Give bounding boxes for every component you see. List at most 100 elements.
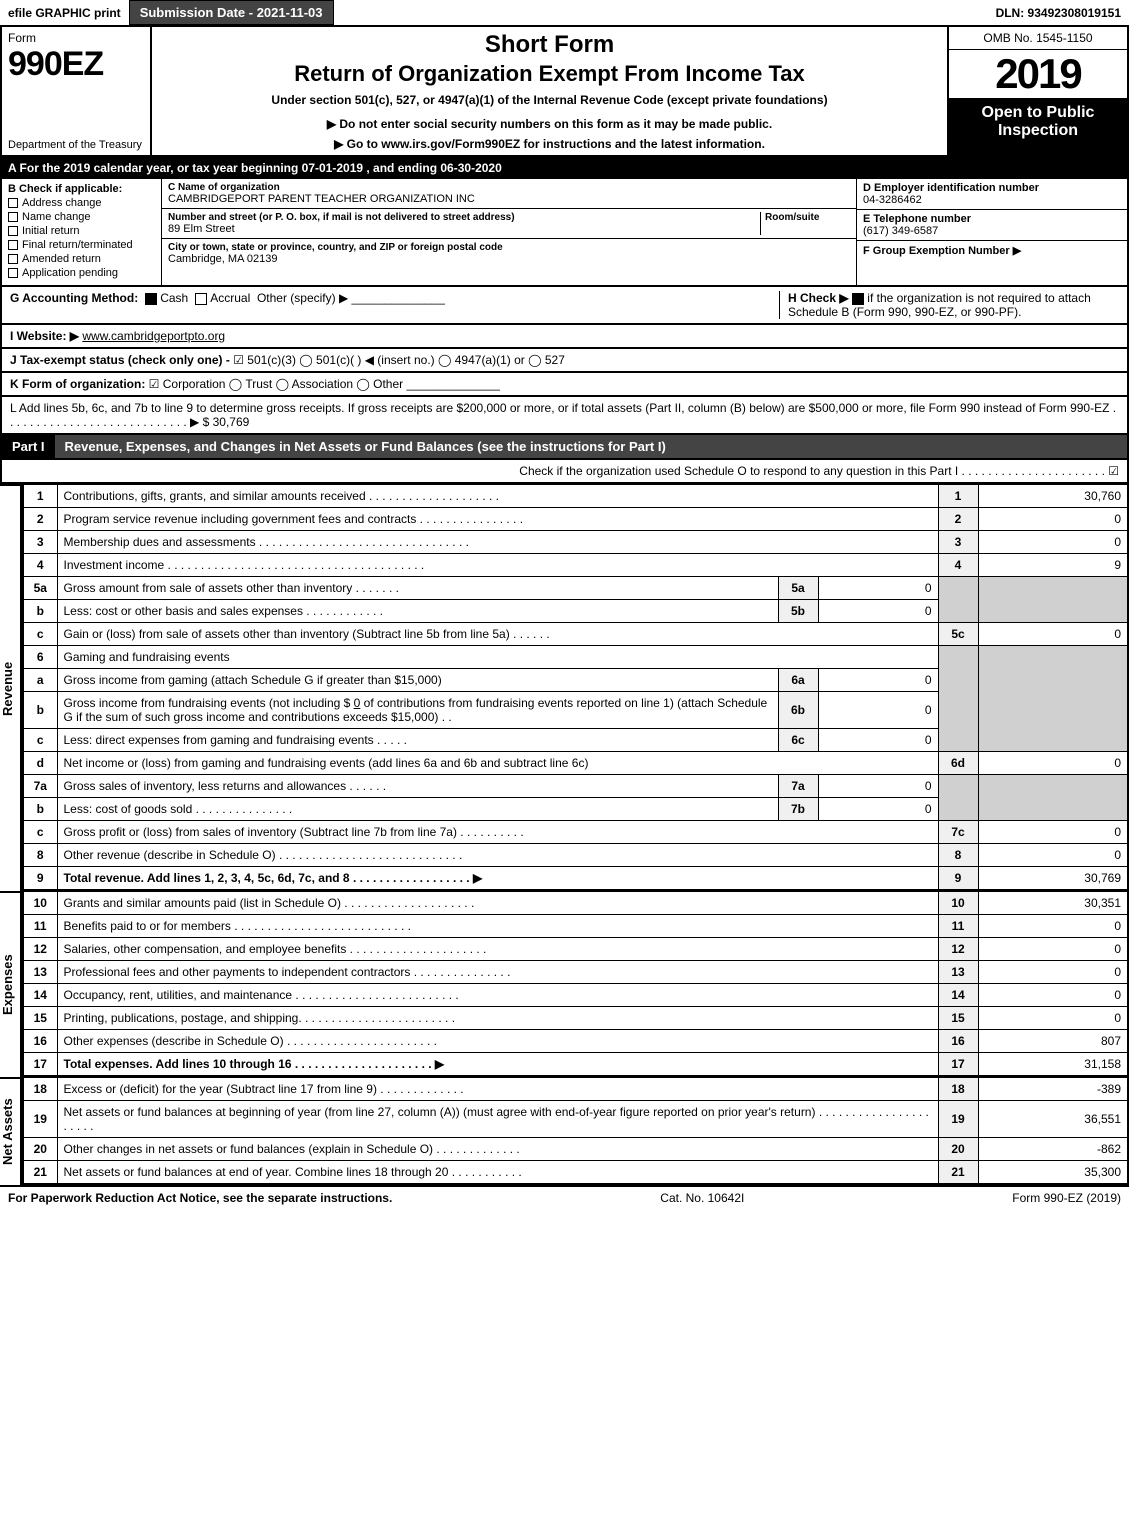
n11: 11: [23, 915, 57, 938]
row-gh: G Accounting Method: Cash Accrual Other …: [0, 287, 1129, 325]
revenue-table: 1Contributions, gifts, grants, and simil…: [22, 484, 1129, 891]
i-label: I Website: ▶: [10, 329, 79, 343]
cn11: 11: [938, 915, 978, 938]
cn9: 9: [938, 867, 978, 891]
d12: Salaries, other compensation, and employ…: [57, 938, 938, 961]
d11: Benefits paid to or for members . . . . …: [57, 915, 938, 938]
chk-final-return[interactable]: [8, 240, 18, 250]
v11: 0: [978, 915, 1128, 938]
row-j: J Tax-exempt status (check only one) - ☑…: [0, 349, 1129, 373]
form-word: Form: [8, 31, 144, 45]
d6b: Gross income from fundraising events (no…: [57, 692, 778, 729]
lbl-cash: Cash: [160, 291, 188, 305]
j-opts: ☑ 501(c)(3) ◯ 501(c)( ) ◀ (insert no.) ◯…: [233, 353, 565, 367]
d8: Other revenue (describe in Schedule O) .…: [57, 844, 938, 867]
cn20: 20: [938, 1138, 978, 1161]
chk-accrual[interactable]: [195, 293, 207, 305]
footer-mid: Cat. No. 10642I: [660, 1191, 744, 1205]
d3: Membership dues and assessments . . . . …: [57, 531, 938, 554]
v19: 36,551: [978, 1101, 1128, 1138]
d13: Professional fees and other payments to …: [57, 961, 938, 984]
iv6b: 0: [818, 692, 938, 729]
n3: 3: [23, 531, 57, 554]
l-text: L Add lines 5b, 6c, and 7b to line 9 to …: [10, 401, 1116, 429]
lbl-amended-return: Amended return: [22, 253, 101, 265]
form-number: 990EZ: [8, 45, 144, 84]
d2: Program service revenue including govern…: [57, 508, 938, 531]
e-label: E Telephone number: [863, 213, 1121, 225]
submission-date-button[interactable]: Submission Date - 2021-11-03: [129, 0, 334, 25]
tax-year: 2019: [949, 50, 1127, 98]
netassets-section: Net Assets 18Excess or (deficit) for the…: [0, 1077, 1129, 1185]
part1-header: Part I Revenue, Expenses, and Changes in…: [0, 435, 1129, 460]
part1-tag: Part I: [2, 435, 55, 458]
iv5a: 0: [818, 577, 938, 600]
topbar: efile GRAPHIC print Submission Date - 20…: [0, 0, 1129, 27]
n6b: b: [23, 692, 57, 729]
chk-initial-return[interactable]: [8, 226, 18, 236]
header-left: Form 990EZ Department of the Treasury: [2, 27, 152, 155]
k-label: K Form of organization:: [10, 377, 145, 391]
iv6a: 0: [818, 669, 938, 692]
n19: 19: [23, 1101, 57, 1138]
footer-right: Form 990-EZ (2019): [1012, 1191, 1121, 1205]
room-label: Room/suite: [765, 212, 850, 223]
dept-treasury: Department of the Treasury: [8, 139, 144, 151]
d5b: Less: cost or other basis and sales expe…: [57, 600, 778, 623]
n7c: c: [23, 821, 57, 844]
v18: -389: [978, 1078, 1128, 1101]
d19: Net assets or fund balances at beginning…: [57, 1101, 938, 1138]
page-footer: For Paperwork Reduction Act Notice, see …: [0, 1185, 1129, 1209]
cn15: 15: [938, 1007, 978, 1030]
org-address: 89 Elm Street: [168, 223, 760, 235]
dln-label: DLN: 93492308019151: [988, 2, 1129, 24]
d5c: Gain or (loss) from sale of assets other…: [57, 623, 938, 646]
d7c: Gross profit or (loss) from sales of inv…: [57, 821, 938, 844]
header-center: Short Form Return of Organization Exempt…: [152, 27, 947, 155]
v7c: 0: [978, 821, 1128, 844]
v14: 0: [978, 984, 1128, 1007]
chk-cash[interactable]: [145, 293, 157, 305]
n7b: b: [23, 798, 57, 821]
vert-netassets: Net Assets: [0, 1077, 22, 1185]
cn5c: 5c: [938, 623, 978, 646]
d20: Other changes in net assets or fund bala…: [57, 1138, 938, 1161]
box-b: B Check if applicable: Address change Na…: [2, 179, 162, 285]
cn4: 4: [938, 554, 978, 577]
in5a: 5a: [778, 577, 818, 600]
chk-h[interactable]: [852, 293, 864, 305]
n8: 8: [23, 844, 57, 867]
lbl-other: Other (specify) ▶: [257, 291, 348, 305]
d-label: D Employer identification number: [863, 182, 1121, 194]
info-grid: B Check if applicable: Address change Na…: [0, 179, 1129, 287]
d16: Other expenses (describe in Schedule O) …: [57, 1030, 938, 1053]
section-a-bar: A For the 2019 calendar year, or tax yea…: [0, 157, 1129, 179]
lbl-application-pending: Application pending: [22, 267, 118, 279]
website-value[interactable]: www.cambridgeportpto.org: [82, 329, 225, 343]
d9-text: Total revenue. Add lines 1, 2, 3, 4, 5c,…: [64, 871, 483, 885]
cn1: 1: [938, 485, 978, 508]
chk-application-pending[interactable]: [8, 268, 18, 278]
n7a: 7a: [23, 775, 57, 798]
lbl-accrual: Accrual: [210, 291, 250, 305]
n5a: 5a: [23, 577, 57, 600]
n9: 9: [23, 867, 57, 891]
d6a: Gross income from gaming (attach Schedul…: [57, 669, 778, 692]
n16: 16: [23, 1030, 57, 1053]
k-opts: ☑ Corporation ◯ Trust ◯ Association ◯ Ot…: [149, 377, 403, 391]
in6a: 6a: [778, 669, 818, 692]
n5b: b: [23, 600, 57, 623]
n14: 14: [23, 984, 57, 1007]
lbl-initial-return: Initial return: [22, 225, 79, 237]
d14: Occupancy, rent, utilities, and maintena…: [57, 984, 938, 1007]
lbl-address-change: Address change: [22, 197, 102, 209]
v1: 30,760: [978, 485, 1128, 508]
h-label: H Check ▶: [788, 291, 849, 305]
d17-text: Total expenses. Add lines 10 through 16 …: [64, 1057, 445, 1071]
v8: 0: [978, 844, 1128, 867]
n6c: c: [23, 729, 57, 752]
chk-amended-return[interactable]: [8, 254, 18, 264]
chk-name-change[interactable]: [8, 212, 18, 222]
chk-address-change[interactable]: [8, 198, 18, 208]
c-city-label: City or town, state or province, country…: [168, 242, 850, 253]
